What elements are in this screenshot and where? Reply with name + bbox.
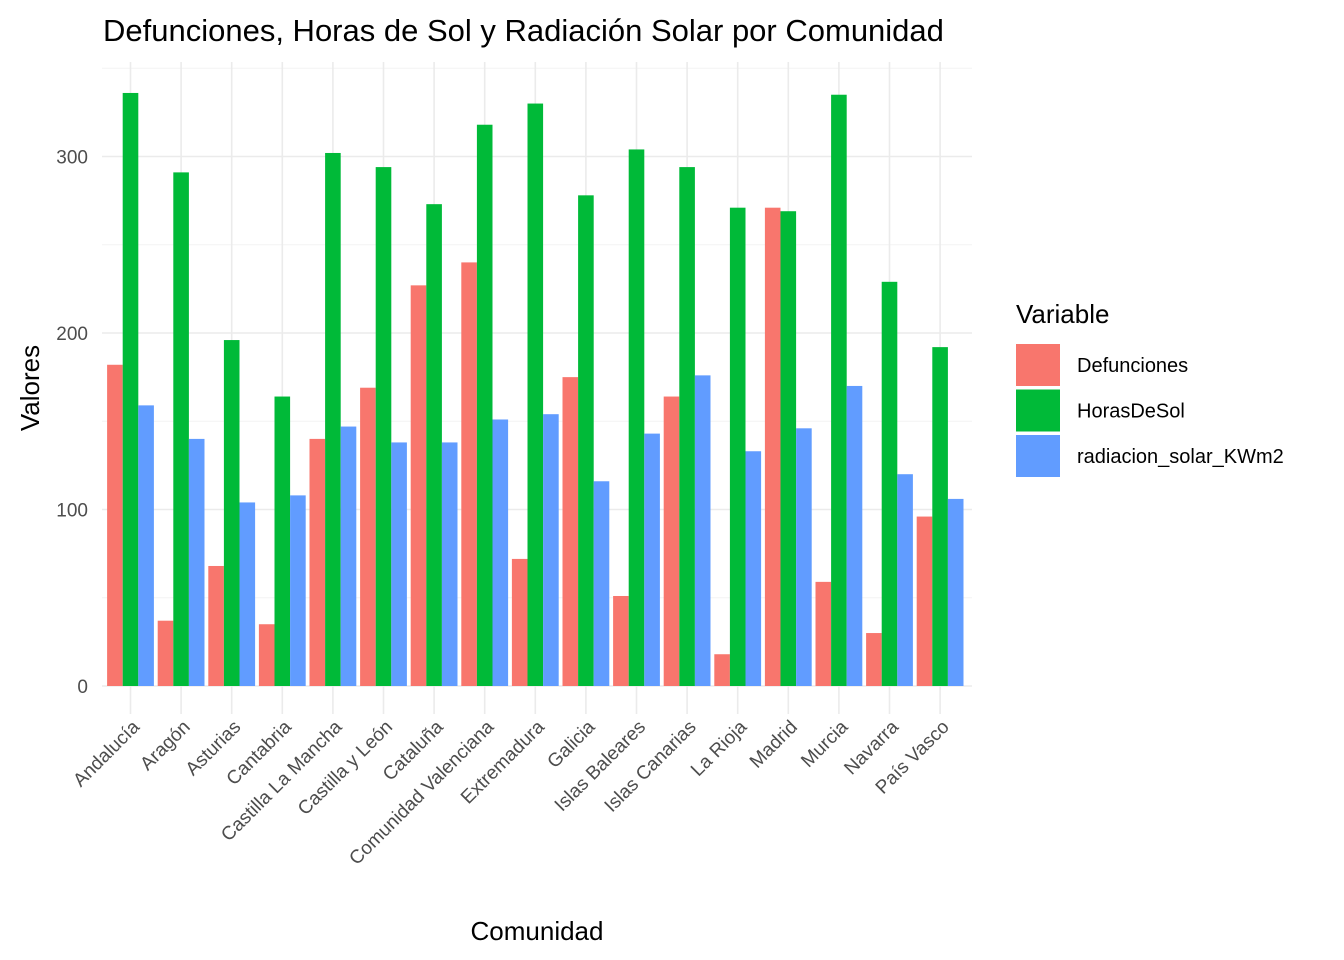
bar — [593, 481, 610, 686]
bar — [223, 340, 240, 686]
chart-title: Defunciones, Horas de Sol y Radiación So… — [103, 13, 944, 48]
bar — [340, 426, 357, 686]
bar — [796, 428, 812, 686]
bar — [729, 207, 746, 686]
bar — [391, 442, 407, 686]
bar — [947, 498, 964, 686]
bar — [258, 624, 275, 686]
bar — [714, 654, 730, 686]
x-axis: AndalucíaAragónAsturiasCantabriaCastilla… — [69, 716, 953, 869]
y-axis-title: Valores — [15, 345, 45, 431]
bar — [866, 633, 882, 686]
bar — [360, 387, 376, 686]
bar — [881, 281, 898, 686]
bar — [780, 211, 797, 686]
bar — [613, 595, 629, 686]
bar — [441, 442, 458, 686]
bar — [644, 433, 660, 686]
bar — [426, 204, 442, 686]
legend-label: HorasDeSol — [1077, 401, 1185, 423]
bar — [476, 124, 493, 687]
y-tick-label: 300 — [56, 148, 88, 169]
x-tick-label: Madrid — [746, 717, 802, 773]
legend: Variable Defunciones HorasDeSol radiacion_… — [1016, 299, 1284, 477]
bar — [107, 364, 123, 686]
legend-key — [1016, 435, 1060, 477]
bar — [208, 565, 224, 686]
bar — [543, 414, 559, 686]
bar — [309, 438, 326, 686]
bar — [325, 152, 341, 687]
bar — [562, 377, 579, 687]
x-tick-label: Islas Canarias — [601, 717, 701, 817]
x-tick-label: La Rioja — [687, 716, 751, 780]
bar — [173, 172, 189, 686]
bar — [274, 396, 291, 686]
y-axis: 0 100 200 300 — [56, 148, 88, 699]
bar — [511, 558, 528, 686]
bar — [410, 285, 427, 686]
legend-key — [1016, 389, 1060, 432]
bar — [239, 502, 256, 686]
bar — [663, 396, 680, 686]
bar — [694, 375, 711, 686]
bar — [578, 195, 594, 686]
legend-label: radiacion_solar_KWm2 — [1077, 446, 1284, 468]
bar — [764, 207, 781, 686]
bar — [375, 167, 392, 687]
bar — [815, 581, 832, 686]
bar — [290, 495, 306, 686]
legend-key — [1016, 344, 1060, 386]
bar — [745, 451, 762, 686]
x-tick-label: Andalucía — [69, 716, 144, 791]
bar — [679, 167, 695, 687]
y-tick-label: 100 — [56, 501, 88, 522]
bar — [527, 103, 544, 687]
x-axis-title: Comunidad — [471, 916, 604, 946]
bar — [492, 419, 509, 686]
y-tick-label: 200 — [56, 324, 88, 345]
y-tick-label: 0 — [77, 677, 88, 698]
bar — [122, 92, 139, 686]
bar — [831, 94, 847, 687]
bar — [461, 262, 477, 686]
bar — [628, 149, 645, 686]
legend-title: Variable — [1016, 299, 1109, 329]
bar — [932, 347, 948, 686]
bar — [157, 620, 174, 686]
bar — [846, 385, 863, 686]
legend-label: Defunciones — [1077, 355, 1188, 377]
bar — [188, 438, 205, 686]
bar — [916, 516, 933, 686]
bar — [897, 474, 913, 686]
bars — [107, 92, 964, 687]
bar — [138, 405, 154, 686]
